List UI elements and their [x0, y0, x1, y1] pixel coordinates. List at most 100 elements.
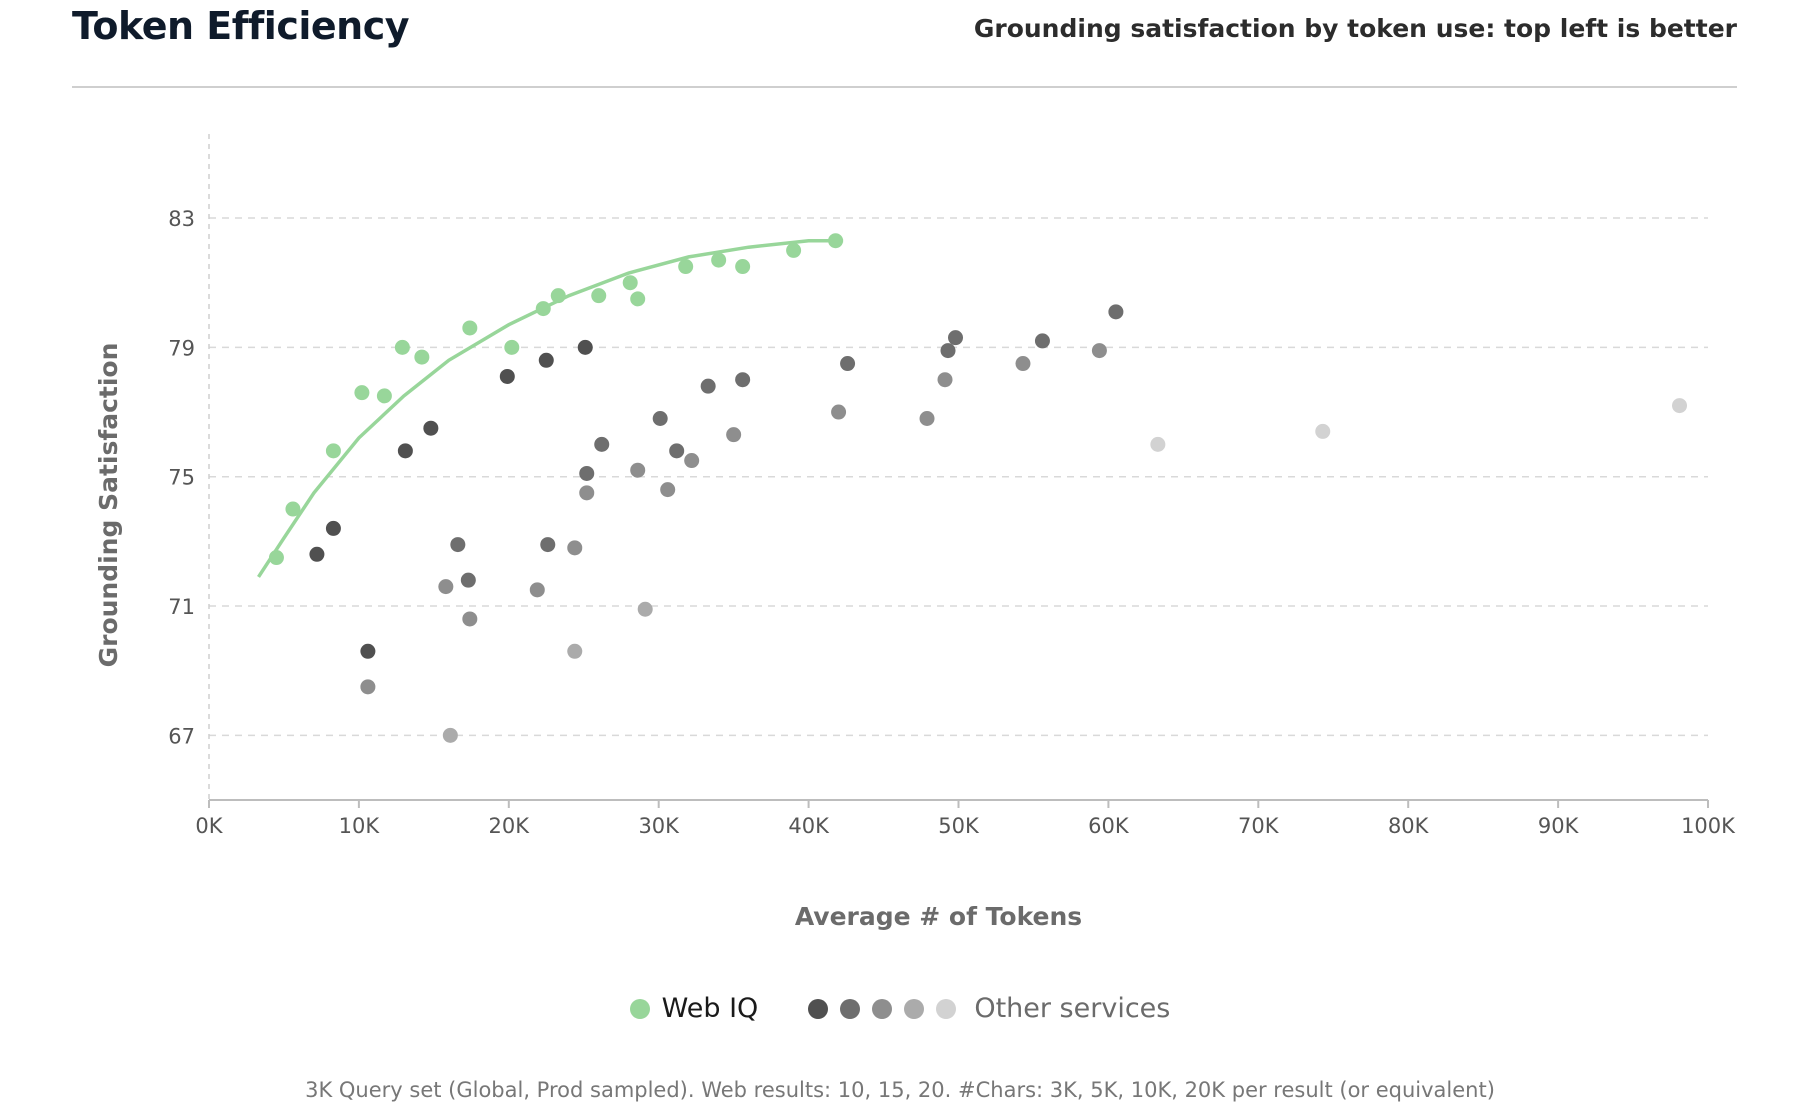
other-services-point — [630, 462, 646, 478]
other-services-point — [442, 727, 458, 743]
other-services-point — [684, 453, 700, 469]
other-services-point — [360, 679, 376, 695]
other-services-point — [538, 352, 554, 368]
y-tick-label-83: 83 — [168, 207, 195, 231]
web-iq-point — [786, 242, 802, 258]
other-services-point — [397, 443, 413, 459]
other-services-point — [450, 537, 466, 553]
x-tick-label-100K: 100K — [1681, 814, 1736, 838]
x-tick-label-80K: 80K — [1388, 814, 1430, 838]
x-tick-label-50K: 50K — [938, 814, 980, 838]
other-services-point — [1315, 423, 1331, 439]
scatter-chart: 67 71 75 79 83 0K 10K 20K 30K 40K 50K 60K 70K 80K 90K… — [94, 134, 1736, 931]
x-tick-label-10K: 10K — [339, 814, 381, 838]
y-tick-label-71: 71 — [168, 595, 195, 619]
web-iq-point — [462, 320, 478, 336]
footnote: 3K Query set (Global, Prod sampled). Web… — [305, 1078, 1495, 1102]
series-other-services — [309, 304, 1688, 743]
legend-other-dot-4 — [904, 998, 925, 1019]
other-services-point — [660, 482, 676, 498]
web-iq-point — [376, 388, 392, 404]
web-iq-point — [711, 252, 727, 268]
x-axis-ticks: 0K 10K 20K 30K 40K 50K 60K 70K 80K 90K 100K — [195, 800, 1736, 838]
legend: Web IQ Other services — [0, 993, 1800, 1024]
x-tick-label-30K: 30K — [638, 814, 680, 838]
other-services-point — [529, 582, 545, 598]
other-services-point — [360, 643, 376, 659]
web-iq-point — [630, 291, 646, 307]
web-iq-point — [535, 301, 551, 317]
other-services-point — [462, 611, 478, 627]
other-services-point — [438, 579, 454, 595]
other-services-point — [325, 520, 341, 536]
other-services-point — [637, 601, 653, 617]
web-iq-point — [285, 501, 301, 517]
other-services-point — [840, 356, 856, 372]
web-iq-point — [678, 259, 694, 275]
legend-other-dot-1 — [808, 998, 829, 1019]
y-tick-label-67: 67 — [168, 724, 195, 748]
x-axis-title: Average # of Tokens — [795, 902, 1082, 931]
other-services-point — [1108, 304, 1124, 320]
other-services-point — [919, 411, 935, 427]
other-services-point — [1015, 356, 1031, 372]
x-tick-label-0K: 0K — [195, 814, 223, 838]
y-axis-ticks: 67 71 75 79 83 — [168, 207, 195, 748]
other-services-point — [460, 572, 476, 588]
other-services-point — [1672, 398, 1688, 414]
page-subtitle: Grounding satisfaction by token use: top… — [973, 14, 1737, 43]
web-iq-point — [394, 339, 410, 355]
other-services-point — [540, 537, 556, 553]
web-iq-point — [622, 275, 638, 291]
web-iq-point — [591, 288, 607, 304]
web-iq-point — [735, 259, 751, 275]
other-services-point — [1091, 343, 1107, 359]
web-iq-point — [354, 385, 370, 401]
other-services-point — [423, 420, 439, 436]
other-services-point — [579, 485, 595, 501]
other-services-point — [579, 465, 595, 481]
y-tick-label-79: 79 — [168, 336, 195, 360]
other-services-point — [735, 372, 751, 388]
other-services-point — [831, 404, 847, 420]
legend-other-dot-3 — [872, 998, 893, 1019]
series-web-iq — [268, 233, 844, 566]
other-services-point — [499, 368, 515, 384]
x-tick-label-90K: 90K — [1538, 814, 1580, 838]
legend-other-dot-5 — [936, 998, 957, 1019]
other-services-point — [577, 339, 593, 355]
other-services-point — [1034, 333, 1050, 349]
legend-other-services-label: Other services — [974, 993, 1171, 1024]
web-iq-point — [828, 233, 844, 249]
other-services-point — [309, 546, 325, 562]
grid-lines — [209, 217, 1708, 737]
other-services-point — [937, 372, 953, 388]
web-iq-trendline — [257, 238, 844, 578]
other-services-point — [1150, 436, 1166, 452]
header-divider — [72, 86, 1737, 88]
other-services-point — [567, 540, 583, 556]
page-title: Token Efficiency — [72, 4, 410, 48]
legend-web-iq-dot — [629, 998, 650, 1019]
other-services-point — [669, 443, 685, 459]
web-iq-point — [325, 443, 341, 459]
other-services-point — [652, 411, 668, 427]
other-services-point — [726, 427, 742, 443]
legend-web-iq-label: Web IQ — [661, 993, 759, 1024]
other-services-point — [594, 436, 610, 452]
web-iq-point — [414, 349, 430, 365]
axes — [208, 134, 1708, 801]
other-services-point — [567, 643, 583, 659]
other-services-point — [700, 378, 716, 394]
x-tick-label-70K: 70K — [1238, 814, 1280, 838]
web-iq-point — [504, 339, 520, 355]
web-iq-point — [550, 288, 566, 304]
web-iq-point — [268, 550, 284, 566]
y-axis-title: Grounding Satisfaction — [94, 343, 123, 668]
legend-other-dot-2 — [840, 998, 861, 1019]
x-tick-label-40K: 40K — [788, 814, 830, 838]
other-services-point — [948, 330, 964, 346]
other-services-point — [940, 343, 956, 359]
x-tick-label-60K: 60K — [1088, 814, 1130, 838]
y-tick-label-75: 75 — [168, 466, 195, 490]
